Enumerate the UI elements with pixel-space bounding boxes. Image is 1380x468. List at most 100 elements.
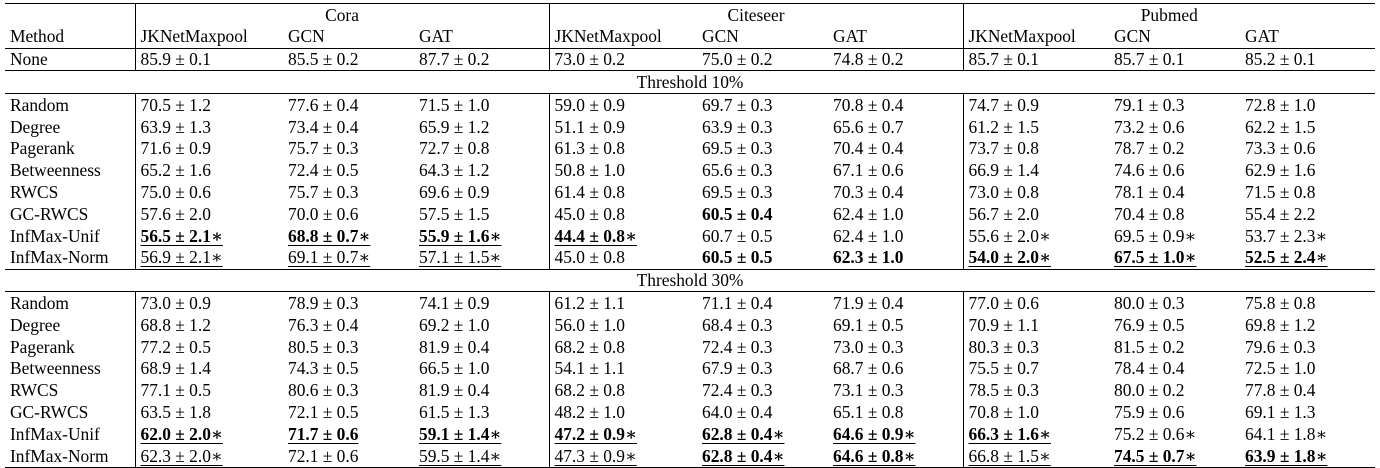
value-cell: 69.2 ± 1.0 <box>414 314 549 336</box>
value-cell: 87.7 ± 0.2 <box>414 47 550 71</box>
cell-value: 79.6 ± 0.3 <box>1245 336 1316 357</box>
cell-value: 68.2 ± 0.8 <box>554 336 625 357</box>
cell-value: 66.3 ± 1.6∗ <box>968 423 1051 444</box>
value-cell: 61.2 ± 1.1 <box>548 291 698 315</box>
value-cell: 70.0 ± 0.6 <box>283 203 414 225</box>
cell-value: 72.4 ± 0.3 <box>702 336 773 357</box>
cell-value: 65.2 ± 1.6 <box>140 160 211 181</box>
value-cell: 62.8 ± 0.4∗ <box>697 444 829 468</box>
value-cell: 48.2 ± 1.0 <box>548 401 698 424</box>
cell-value: 60.5 ± 0.5 <box>702 247 773 268</box>
value-cell: 69.5 ± 0.3 <box>697 138 828 160</box>
value-cell: 85.2 ± 0.1 <box>1240 47 1376 71</box>
value-cell: 75.8 ± 0.8 <box>1240 292 1375 314</box>
value-cell: 63.9 ± 1.8∗ <box>1240 444 1376 468</box>
value-cell: 67.5 ± 1.0∗ <box>1109 247 1240 269</box>
value-cell: 79.6 ± 0.3 <box>1240 336 1375 358</box>
cell-value: 78.5 ± 0.3 <box>968 380 1039 401</box>
cell-value: 56.7 ± 2.0 <box>968 203 1039 224</box>
cell-value: 81.9 ± 0.4 <box>419 380 490 401</box>
method-cell: Pagerank <box>10 336 75 357</box>
value-cell: 69.8 ± 1.2 <box>1240 314 1375 336</box>
value-cell: 69.6 ± 0.9 <box>414 181 549 203</box>
cell-value: 85.9 ± 0.1 <box>140 49 211 70</box>
value-cell: 76.3 ± 0.4 <box>283 314 414 336</box>
value-cell: 51.1 ± 0.9 <box>548 115 698 138</box>
cell-value: 74.8 ± 0.2 <box>833 49 904 70</box>
value-cell: 65.1 ± 0.8 <box>828 401 963 423</box>
cell-value: 62.8 ± 0.4∗ <box>702 423 785 444</box>
cell-value: 48.2 ± 1.0 <box>554 401 625 422</box>
cell-value: 75.7 ± 0.3 <box>288 182 359 203</box>
cell-value: 62.8 ± 0.4∗ <box>702 445 785 466</box>
cell-value: 77.0 ± 0.6 <box>968 293 1039 313</box>
cell-value: 68.7 ± 0.6 <box>833 358 904 379</box>
cell-value: 51.1 ± 0.9 <box>554 116 625 137</box>
value-cell: 71.7 ± 0.6 <box>283 423 414 445</box>
method-cell: RWCS <box>10 182 59 203</box>
value-cell: 64.0 ± 0.4 <box>697 401 828 423</box>
cell-value: 69.7 ± 0.3 <box>702 94 773 115</box>
cell-value: 54.1 ± 1.1 <box>554 358 625 379</box>
cell-value: 78.1 ± 0.4 <box>1114 182 1185 203</box>
cell-value: 78.4 ± 0.4 <box>1114 358 1185 379</box>
cell-value: 47.3 ± 0.9∗ <box>554 445 637 466</box>
group-header-cora: Cora <box>134 2 550 26</box>
method-cell: Pagerank <box>10 138 75 159</box>
cell-value: 57.1 ± 1.5∗ <box>419 247 502 268</box>
cell-value: 73.4 ± 0.4 <box>288 116 359 137</box>
cell-value: 72.1 ± 0.6 <box>288 445 359 466</box>
value-cell: 74.7 ± 0.9 <box>962 93 1110 116</box>
value-cell: 62.4 ± 1.0 <box>828 203 963 225</box>
cell-value: 50.8 ± 1.0 <box>554 160 625 181</box>
value-cell: 68.4 ± 0.3 <box>697 314 828 336</box>
value-cell: 69.1 ± 1.3 <box>1240 401 1375 423</box>
table-row: Betweenness 68.9 ± 1.4 74.3 ± 0.5 66.5 ± 1.… <box>5 357 1375 380</box>
table-row: InfMax-Norm 62.3 ± 2.0∗ 72.1 ± 0.6 59.5 ± 1… <box>5 444 1376 468</box>
method-cell: Degree <box>10 314 61 335</box>
value-cell: 64.1 ± 1.8∗ <box>1240 423 1375 445</box>
cell-value: 59.5 ± 1.4∗ <box>419 445 502 466</box>
value-cell: 75.0 ± 0.6 <box>134 181 283 204</box>
cell-value: 72.5 ± 1.0 <box>1245 358 1316 379</box>
value-cell: 68.7 ± 0.6 <box>828 358 963 380</box>
cell-value: 77.6 ± 0.4 <box>288 94 359 115</box>
cell-value: 69.1 ± 0.5 <box>833 314 904 335</box>
value-cell: 72.7 ± 0.8 <box>414 138 549 160</box>
cell-value: 63.9 ± 1.8∗ <box>1245 445 1328 466</box>
cell-value: 57.6 ± 2.0 <box>140 203 211 224</box>
section-title: Threshold 30% <box>5 268 1376 293</box>
value-cell: 73.0 ± 0.8 <box>962 181 1110 204</box>
cell-value: 61.4 ± 0.8 <box>554 182 625 203</box>
value-cell: 63.9 ± 1.3 <box>134 115 283 138</box>
cell-value: 77.2 ± 0.5 <box>140 336 211 357</box>
cell-value: 62.4 ± 1.0 <box>833 203 904 224</box>
value-cell: 73.4 ± 0.4 <box>283 116 414 138</box>
value-cell: 68.9 ± 1.4 <box>134 357 283 380</box>
table-row: Betweenness 65.2 ± 1.6 72.4 ± 0.5 64.3 ± 1.… <box>5 159 1375 182</box>
value-cell: 73.3 ± 0.6 <box>1240 138 1375 160</box>
method-cell: RWCS <box>10 380 59 401</box>
cell-value: 76.3 ± 0.4 <box>288 314 359 335</box>
cell-value: 74.1 ± 0.9 <box>419 293 490 313</box>
value-cell: 75.9 ± 0.6 <box>1109 401 1240 423</box>
value-cell: 57.1 ± 1.5∗ <box>414 247 549 269</box>
cell-value: 62.2 ± 1.5 <box>1245 116 1316 137</box>
value-cell: 50.8 ± 1.0 <box>548 159 698 182</box>
cell-value: 69.5 ± 0.3 <box>702 138 773 159</box>
method-cell: Betweenness <box>10 160 101 181</box>
cell-value: 68.8 ± 0.7∗ <box>288 225 371 246</box>
cell-value: 81.5 ± 0.2 <box>1114 336 1185 357</box>
cell-value: 45.0 ± 0.8 <box>554 247 625 268</box>
value-cell: 54.1 ± 1.1 <box>548 357 698 380</box>
cell-value: 70.8 ± 0.4 <box>833 94 904 115</box>
cell-value: 71.5 ± 1.0 <box>419 94 490 115</box>
value-cell: 56.0 ± 1.0 <box>548 314 698 336</box>
value-cell: 60.7 ± 0.5 <box>697 225 828 247</box>
value-cell: 59.1 ± 1.4∗ <box>414 423 549 445</box>
value-cell: 72.5 ± 1.0 <box>1240 358 1375 380</box>
value-cell: 78.7 ± 0.2 <box>1109 138 1240 160</box>
table-row: InfMax-Unif 62.0 ± 2.0∗ 71.7 ± 0.6 59.1 ± 1… <box>5 423 1375 445</box>
value-cell: 70.4 ± 0.4 <box>828 138 963 160</box>
value-cell: 69.1 ± 0.7∗ <box>283 247 414 269</box>
